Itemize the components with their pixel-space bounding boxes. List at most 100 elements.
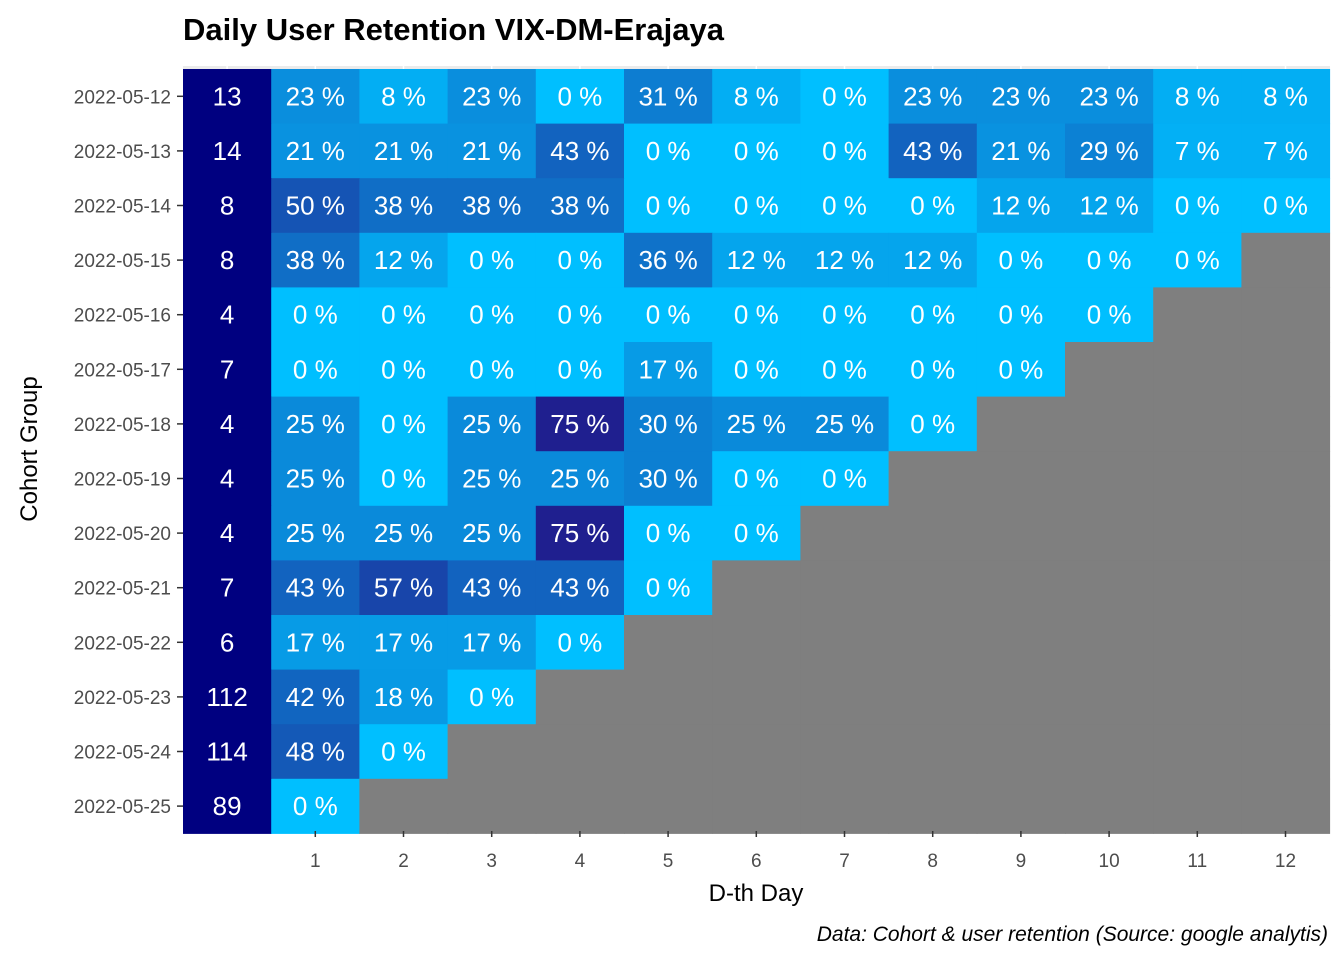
retention-label: 8 % — [1175, 81, 1220, 111]
retention-label: 23 % — [991, 81, 1050, 111]
retention-label: 48 % — [286, 737, 345, 767]
retention-label: 25 % — [286, 409, 345, 439]
na-cell — [359, 778, 449, 834]
retention-cell — [271, 669, 360, 725]
retention-cell — [359, 669, 449, 725]
retention-cell — [447, 451, 537, 507]
na-cell — [1153, 615, 1242, 671]
na-cell — [888, 669, 978, 725]
retention-cell — [271, 342, 360, 398]
x-tick-label: 7 — [839, 851, 850, 872]
y-tick-label: 2022-05-12 — [74, 87, 171, 108]
retention-cell — [712, 178, 801, 234]
retention-label: 38 % — [462, 191, 521, 221]
cohort-size-cell — [183, 560, 272, 616]
retention-label: 0 % — [822, 300, 867, 330]
na-cell — [1065, 778, 1154, 834]
na-cell — [1241, 724, 1331, 780]
retention-label: 0 % — [998, 300, 1043, 330]
cohort-size-label: 13 — [213, 81, 242, 111]
retention-cell — [271, 232, 360, 288]
retention-label: 17 % — [374, 627, 433, 657]
heatmap-cell-labels: 13 23 % 8 % 23 % 0 % 31 % 8 % 0 % 23 % 23 % 23 % 8 … — [206, 81, 1308, 821]
cohort-size-label: 4 — [220, 518, 234, 548]
cohort-size-label: 4 — [220, 409, 234, 439]
retention-label: 0 % — [822, 136, 867, 166]
retention-label: 17 % — [462, 627, 521, 657]
retention-label: 0 % — [557, 354, 602, 384]
cohort-size-cell — [183, 505, 272, 561]
retention-cell — [535, 287, 625, 343]
na-cell — [888, 560, 978, 616]
retention-label: 0 % — [557, 245, 602, 275]
retention-label: 0 % — [822, 464, 867, 494]
retention-cell — [1153, 123, 1242, 179]
na-cell — [1241, 396, 1331, 452]
y-tick-label: 2022-05-14 — [74, 197, 172, 218]
retention-label: 0 % — [822, 354, 867, 384]
retention-label: 38 % — [286, 245, 345, 275]
cohort-size-cell — [183, 232, 272, 288]
na-cell — [1241, 232, 1331, 288]
retention-label: 0 % — [557, 627, 602, 657]
na-cell — [1241, 287, 1331, 343]
na-cell — [1153, 396, 1242, 452]
retention-label: 0 % — [734, 354, 779, 384]
na-cell — [624, 615, 713, 671]
retention-label: 0 % — [910, 409, 955, 439]
x-tick-label: 11 — [1187, 851, 1207, 872]
retention-cell — [271, 69, 360, 125]
retention-label: 0 % — [734, 191, 779, 221]
retention-label: 0 % — [1175, 245, 1220, 275]
na-cell — [1153, 560, 1242, 616]
retention-label: 30 % — [638, 409, 697, 439]
retention-label: 75 % — [550, 409, 609, 439]
retention-cell — [271, 778, 360, 834]
y-tick-label: 2022-05-20 — [74, 524, 171, 545]
retention-cell — [1065, 287, 1154, 343]
x-tick-label: 3 — [486, 851, 497, 872]
retention-cell — [976, 232, 1066, 288]
cohort-size-label: 14 — [213, 136, 242, 166]
retention-cell — [712, 232, 801, 288]
retention-label: 0 % — [293, 354, 338, 384]
retention-cell — [359, 232, 449, 288]
retention-cell — [447, 560, 537, 616]
retention-cell — [535, 451, 625, 507]
retention-cell — [712, 287, 801, 343]
retention-cell — [888, 123, 978, 179]
heatmap-cells — [183, 69, 1331, 834]
cohort-size-label: 114 — [206, 737, 247, 767]
retention-cell — [976, 342, 1066, 398]
x-tick-label: 5 — [663, 851, 674, 872]
retention-cell — [1241, 178, 1331, 234]
retention-cell — [535, 396, 625, 452]
retention-label: 25 % — [462, 464, 521, 494]
cohort-size-cell — [183, 778, 272, 834]
retention-label: 0 % — [293, 300, 338, 330]
x-tick-label: 9 — [1016, 851, 1027, 872]
chart-title: Daily User Retention VIX-DM-Erajaya — [183, 12, 725, 47]
retention-label: 0 % — [469, 354, 514, 384]
x-tick-label: 4 — [575, 851, 586, 872]
y-axis-label: Cohort Group — [16, 376, 43, 521]
na-cell — [1241, 505, 1331, 561]
x-tick-label: 6 — [751, 851, 762, 872]
retention-cell — [447, 69, 537, 125]
retention-cell — [271, 560, 360, 616]
retention-cell — [888, 342, 978, 398]
retention-cell — [359, 396, 449, 452]
retention-label: 0 % — [910, 300, 955, 330]
retention-cell — [1065, 123, 1154, 179]
retention-cell — [535, 69, 625, 125]
retention-label: 12 % — [903, 245, 962, 275]
retention-label: 0 % — [381, 464, 426, 494]
retention-label: 0 % — [734, 464, 779, 494]
cohort-size-cell — [183, 669, 272, 725]
retention-label: 0 % — [646, 191, 691, 221]
x-axis-label: D-th Day — [709, 880, 804, 907]
retention-label: 0 % — [381, 737, 426, 767]
na-cell — [447, 778, 537, 834]
retention-cell — [271, 123, 360, 179]
retention-label: 0 % — [557, 81, 602, 111]
